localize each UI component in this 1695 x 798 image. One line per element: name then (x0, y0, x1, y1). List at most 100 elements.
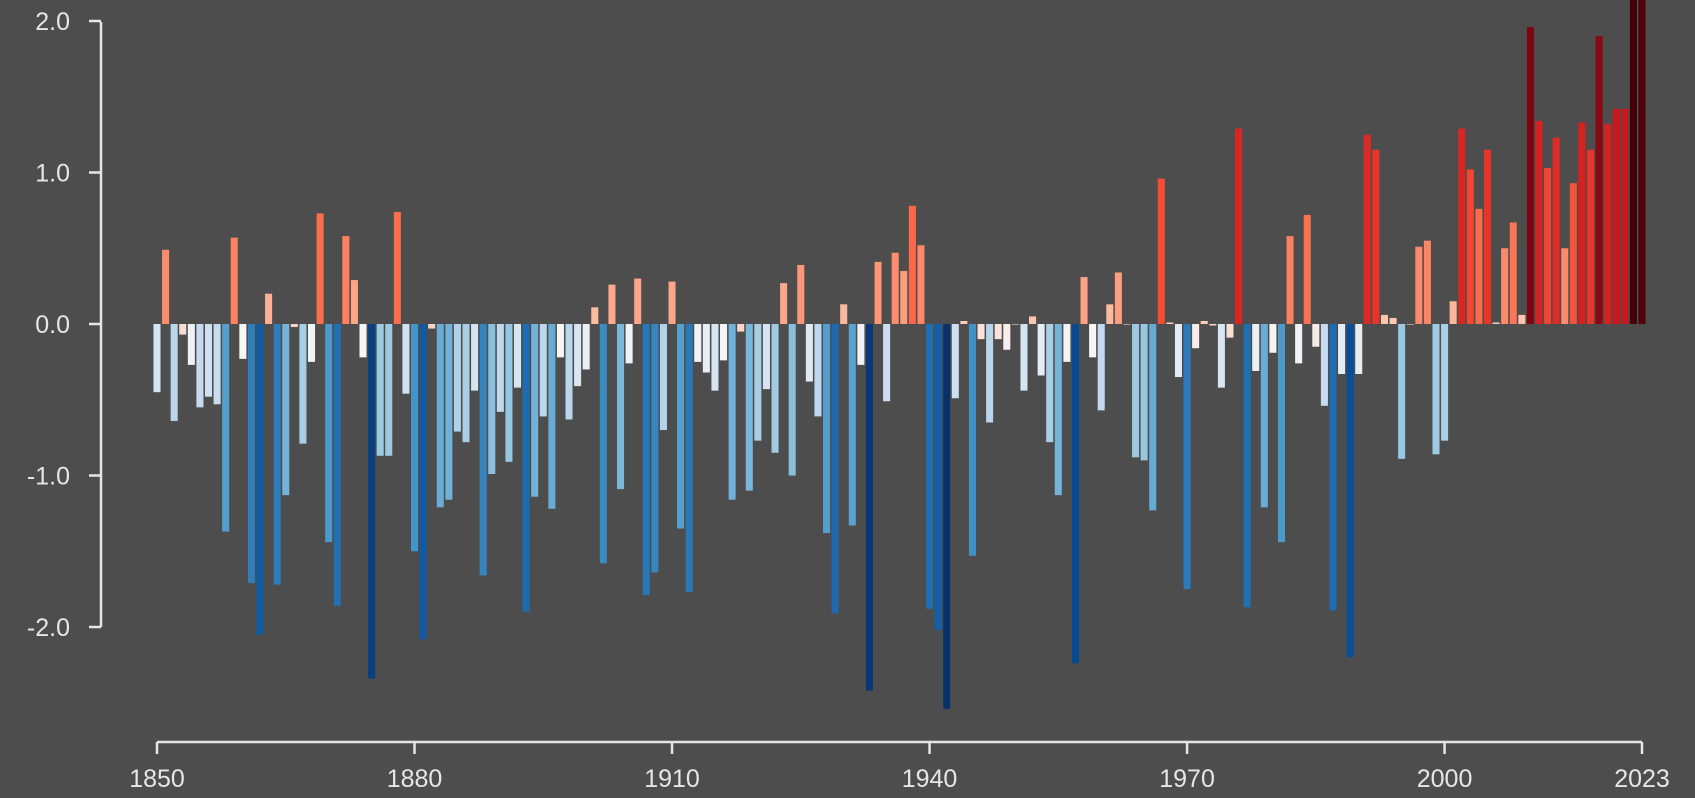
bar-1854 (187, 324, 195, 365)
bar-2021 (1621, 108, 1629, 325)
bar-2012 (1544, 167, 1552, 324)
bar-2002 (1458, 128, 1466, 324)
bar-2018 (1595, 36, 1603, 325)
x-axis: 1850 1880 1910 1940 1970 2000 2023 (129, 740, 1670, 793)
bar-1908 (651, 324, 659, 573)
bar-1971 (1192, 324, 1200, 349)
bar-1875 (368, 324, 376, 679)
bar-1852 (170, 324, 178, 421)
bar-2015 (1569, 183, 1577, 324)
bar-1999 (1432, 324, 1440, 455)
y-tick-label: -2.0 (27, 614, 70, 642)
bar-1984 (1303, 214, 1311, 324)
bar-1914 (702, 324, 710, 373)
bar-1859 (230, 237, 238, 324)
bar-1988 (1338, 324, 1346, 374)
bar-1991 (1363, 134, 1371, 325)
bar-1927 (814, 324, 822, 417)
bar-1965 (1140, 324, 1148, 461)
bar-1978 (1252, 324, 1260, 371)
bar-1982 (1286, 236, 1294, 324)
bar-1946 (977, 324, 985, 340)
bar-1959 (1089, 324, 1097, 358)
bar-1960 (1097, 324, 1105, 411)
bar-1853 (179, 324, 187, 335)
bar-1973 (1209, 324, 1217, 326)
y-tick-label: 2.0 (35, 8, 70, 36)
bar-2013 (1552, 137, 1560, 324)
bar-1952 (1029, 316, 1037, 324)
bar-1861 (247, 324, 255, 584)
bar-1868 (307, 324, 316, 362)
bar-1928 (823, 324, 831, 534)
bar-1903 (608, 284, 616, 324)
bar-1850 (153, 324, 161, 393)
bar-1878 (393, 211, 401, 324)
bar-1955 (1054, 324, 1062, 496)
bar-1998 (1423, 240, 1431, 324)
bar-1873 (350, 280, 358, 324)
bars-group (153, 0, 1646, 709)
bar-1896 (548, 324, 556, 509)
bar-2022 (1629, 0, 1637, 324)
x-tick-label: 2000 (1417, 765, 1473, 793)
bar-1898 (565, 324, 573, 420)
bar-1876 (376, 324, 384, 456)
x-tick-label: 1850 (129, 765, 185, 793)
bar-1990 (1355, 324, 1363, 374)
x-tick-label: 1940 (902, 765, 958, 793)
bar-1983 (1295, 324, 1303, 364)
bar-1953 (1037, 324, 1045, 376)
bar-1916 (720, 324, 728, 361)
bar-2006 (1492, 322, 1500, 324)
bar-1886 (462, 324, 470, 443)
bar-1858 (222, 324, 230, 532)
bar-1860 (239, 324, 247, 359)
bar-1851 (162, 249, 170, 324)
bar-2014 (1561, 248, 1569, 324)
bar-2001 (1449, 301, 1457, 324)
bar-1904 (617, 324, 625, 490)
bar-1891 (505, 324, 513, 462)
bar-1902 (599, 324, 607, 564)
bar-1870 (325, 324, 333, 543)
bar-1889 (488, 324, 496, 474)
bar-2004 (1475, 208, 1483, 324)
bar-1884 (445, 324, 453, 500)
bar-1986 (1320, 324, 1328, 406)
bar-1937 (900, 270, 908, 324)
bar-1945 (968, 324, 976, 556)
bar-1947 (986, 324, 994, 423)
bar-1951 (1020, 324, 1028, 391)
bar-1857 (213, 324, 221, 405)
bar-1940 (926, 324, 934, 609)
bar-1887 (471, 324, 479, 391)
bar-1970 (1183, 324, 1191, 590)
bar-2019 (1604, 124, 1612, 325)
bar-1866 (290, 324, 298, 328)
bar-1933 (865, 324, 873, 691)
bar-1900 (582, 324, 590, 370)
bar-1915 (711, 324, 719, 391)
bar-1995 (1398, 324, 1406, 459)
bar-1964 (1132, 324, 1140, 458)
bar-1917 (728, 324, 736, 500)
bar-1996 (1406, 324, 1414, 325)
bar-1919 (745, 324, 753, 491)
bar-1871 (333, 324, 341, 606)
bar-1874 (359, 324, 367, 358)
bar-1997 (1415, 246, 1423, 324)
bar-2000 (1441, 324, 1449, 441)
bar-1974 (1217, 324, 1225, 388)
bar-1895 (539, 324, 547, 417)
bar-1923 (780, 283, 788, 324)
bar-1905 (625, 324, 633, 364)
bar-1926 (805, 324, 813, 382)
bar-1949 (1003, 324, 1011, 350)
bar-1883 (436, 324, 444, 508)
bar-1932 (857, 324, 865, 365)
bar-2011 (1535, 120, 1543, 325)
bar-1977 (1243, 324, 1251, 608)
